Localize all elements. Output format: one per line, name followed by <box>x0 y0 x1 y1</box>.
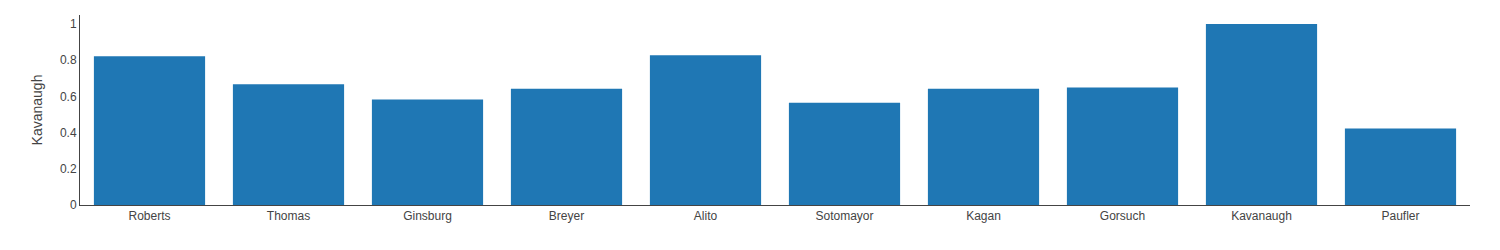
svg-text:Sotomayor: Sotomayor <box>815 209 873 223</box>
svg-text:Paufler: Paufler <box>1381 209 1419 223</box>
svg-text:Breyer: Breyer <box>549 209 584 223</box>
svg-text:0.4: 0.4 <box>60 126 77 140</box>
svg-text:Kagan: Kagan <box>966 209 1001 223</box>
svg-text:Thomas: Thomas <box>267 209 310 223</box>
svg-text:Kavanaugh: Kavanaugh <box>1231 209 1292 223</box>
svg-text:0.6: 0.6 <box>60 90 77 104</box>
svg-text:Alito: Alito <box>694 209 718 223</box>
svg-text:Kavanaugh: Kavanaugh <box>29 75 45 146</box>
svg-text:Ginsburg: Ginsburg <box>403 209 452 223</box>
svg-text:Roberts: Roberts <box>128 209 170 223</box>
svg-text:Gorsuch: Gorsuch <box>1100 209 1145 223</box>
svg-text:0.8: 0.8 <box>60 53 77 67</box>
svg-text:0.2: 0.2 <box>60 162 77 176</box>
svg-text:1: 1 <box>70 17 77 31</box>
svg-text:0: 0 <box>70 198 77 212</box>
